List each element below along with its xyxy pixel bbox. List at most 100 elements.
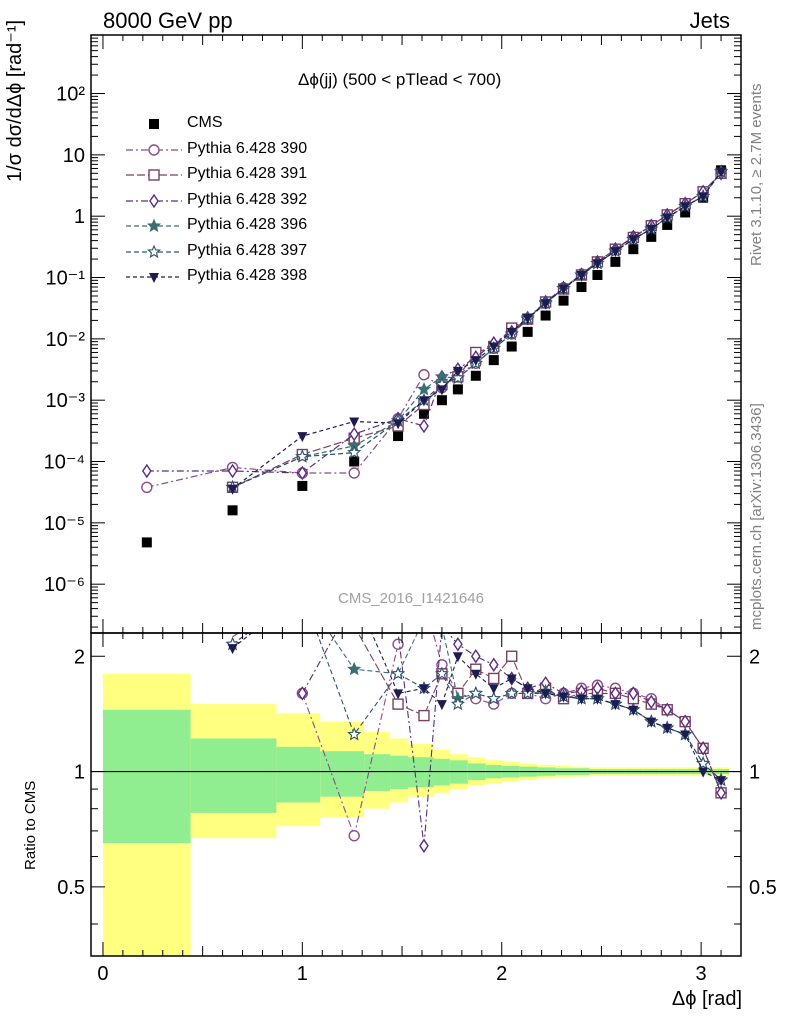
ratio-point	[488, 684, 499, 695]
ratio-point	[390, 666, 406, 680]
legend-swatch	[126, 218, 182, 233]
legend-marker	[149, 119, 159, 129]
legend-marker	[148, 169, 160, 181]
ratio-point	[506, 674, 517, 685]
data-point	[540, 299, 551, 310]
legend-swatch	[149, 119, 159, 129]
legend-marker	[149, 193, 159, 208]
main-y-axis-label: 1/σ dσ/dΔϕ [rad⁻¹]	[4, 19, 26, 182]
data-point	[141, 463, 152, 479]
data-point	[488, 342, 499, 353]
plot-title: Δϕ(jj) (500 < pTlead < 700)	[298, 70, 502, 89]
data-point	[646, 231, 657, 242]
legend-swatch	[126, 244, 182, 258]
x-tick-label: 0	[97, 963, 108, 985]
data-point	[295, 449, 310, 463]
ratio-point	[716, 785, 726, 801]
ratio-point	[392, 638, 404, 650]
ratio-point	[470, 648, 481, 664]
data-point	[419, 418, 429, 434]
data-point	[470, 356, 481, 367]
ratio-point	[347, 661, 362, 676]
inner-band-bin	[408, 757, 434, 788]
ratio-point	[468, 685, 483, 700]
ratio-frame	[90, 632, 742, 957]
data-point	[450, 370, 465, 385]
y-tick-label: 10⁻³	[46, 390, 86, 412]
ratio-point	[716, 776, 727, 787]
legend-swatch	[126, 193, 182, 208]
data-point	[141, 481, 153, 493]
data-point	[522, 326, 533, 337]
data-point	[662, 213, 673, 224]
rivet-version-label: Rivet 3.1.10, ≥ 2.7M events	[748, 83, 765, 267]
ratio-point	[662, 723, 673, 734]
data-point	[418, 408, 429, 419]
ratio-y-tick-label-left: 0.5	[57, 877, 85, 899]
ratio-point	[227, 644, 238, 655]
ratio-point	[506, 650, 518, 662]
data-point	[488, 355, 499, 366]
data-point	[610, 247, 621, 258]
legend-marker	[149, 273, 159, 283]
y-tick-label: 1	[74, 206, 85, 228]
data-point	[418, 369, 430, 381]
data-point	[680, 207, 691, 218]
ratio-point	[488, 657, 499, 673]
inner-band-bin	[190, 738, 277, 813]
data-point	[680, 202, 691, 213]
data-point	[436, 385, 447, 396]
x-tick-label: 2	[496, 963, 507, 985]
data-point	[297, 480, 308, 491]
mcplots-credit-label: mcplots.cern.ch [arXiv:1306.3436]	[748, 403, 765, 630]
data-point	[628, 235, 639, 246]
data-point	[576, 270, 587, 281]
ratio-point	[522, 684, 533, 695]
data-point	[227, 463, 238, 479]
data-point	[558, 284, 569, 295]
legend-swatch	[126, 273, 182, 283]
ratio-line	[232, 633, 722, 794]
legend-label: CMS	[187, 114, 223, 131]
ratio-point	[576, 694, 587, 705]
analysis-watermark: CMS_2016_I1421646	[338, 590, 484, 607]
data-point	[592, 269, 603, 280]
y-tick-label: 10²	[56, 84, 85, 106]
ratio-point	[646, 717, 657, 728]
header-left-label: 8000 GeV pp	[103, 8, 233, 33]
header-right-label: Jets	[689, 8, 730, 33]
data-point	[393, 431, 404, 442]
data-point	[628, 244, 639, 255]
legend-label: Pythia 6.428 392	[187, 190, 308, 208]
data-point	[347, 445, 362, 459]
y-tick-label: 10⁻²	[46, 329, 86, 351]
ratio-point	[628, 705, 639, 716]
ratio-point	[646, 694, 657, 710]
series-line	[146, 172, 722, 488]
inner-band-bin	[276, 746, 321, 803]
main-plot-area	[91, 35, 741, 633]
data-point	[716, 167, 727, 178]
ratio-point	[297, 686, 308, 701]
ratio-point	[628, 686, 639, 701]
data-point	[506, 327, 517, 338]
data-point	[393, 419, 404, 430]
ratio-plot-series	[225, 633, 729, 854]
ratio-point	[698, 767, 709, 778]
data-point	[227, 484, 238, 495]
series-line	[232, 172, 722, 488]
axis-ticks	[91, 34, 742, 956]
data-point	[610, 256, 621, 267]
data-point	[592, 259, 603, 270]
data-point	[297, 465, 308, 481]
ratio-point	[452, 652, 463, 663]
data-point	[141, 537, 152, 548]
ratio-point	[610, 700, 621, 711]
legend-label: Pythia 6.428 390	[187, 139, 308, 157]
x-axis-label: Δϕ [rad]	[671, 988, 742, 1010]
axis-tick-labels: 10⁻⁶ 10⁻⁵ 10⁻⁴ 10⁻³ 10⁻² 10⁻¹ 1 10 10² 0 1 2 3 0.5 0.5…	[44, 84, 777, 985]
ratio-point	[488, 672, 500, 685]
legend-label: Pythia 6.428 396	[187, 216, 308, 233]
ratio-point	[392, 698, 404, 710]
